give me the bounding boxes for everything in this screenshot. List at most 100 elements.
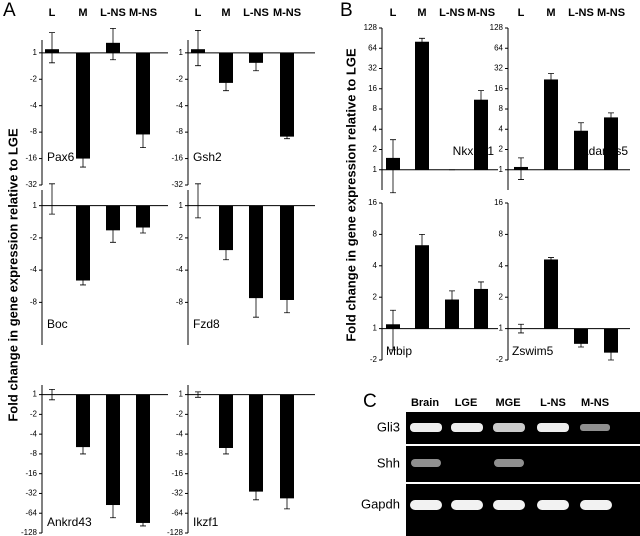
lane-label: LGE (455, 397, 478, 409)
error-bar (449, 290, 455, 308)
error-bar (608, 343, 614, 361)
y-tick-label: 4 (499, 124, 504, 133)
bar (219, 205, 233, 251)
error-bar (253, 280, 259, 318)
error-bar (419, 37, 425, 46)
bar (136, 205, 150, 228)
error-bar (140, 220, 146, 234)
y-tick-label: -8 (30, 449, 38, 458)
y-tick-label: -2 (176, 233, 184, 242)
band (537, 500, 569, 510)
error-bar (140, 120, 146, 148)
y-axis-label: Fold change in gene expression relative … (343, 48, 358, 342)
error-bar (608, 112, 614, 121)
y-tick-label: -4 (176, 429, 184, 438)
y-tick-label: 8 (499, 230, 504, 239)
bar (76, 52, 90, 159)
y-tick-label: 4 (373, 261, 378, 270)
y-tick-label: 8 (373, 230, 378, 239)
bar (106, 205, 120, 231)
gel-divider (406, 482, 640, 484)
bar (219, 394, 233, 448)
error-bar (390, 139, 396, 194)
column-header: L (195, 7, 202, 19)
gene-name: Boc (47, 317, 68, 331)
lane-label: M-NS (581, 397, 609, 409)
y-tick-label: -32 (25, 489, 37, 498)
band (451, 500, 483, 510)
error-bar (195, 183, 201, 219)
column-header: L-NS (568, 7, 594, 19)
column-header: M (221, 7, 230, 19)
column-header: M-NS (467, 7, 495, 19)
gene-name: Nkx-2.1 (453, 144, 495, 158)
column-header: M (78, 7, 87, 19)
gene-name: Gsh2 (193, 150, 222, 164)
gene-name: Fzd8 (193, 317, 220, 331)
y-tick-label: -32 (171, 180, 183, 189)
error-bar (49, 388, 55, 401)
y-tick-label: -4 (176, 101, 184, 110)
y-tick-label: -2 (370, 355, 378, 364)
error-bar (518, 157, 524, 180)
panel-label: C (363, 391, 377, 412)
error-bar (110, 220, 116, 243)
bar (280, 394, 294, 499)
bar (415, 41, 429, 170)
band (537, 423, 569, 432)
bar (136, 394, 150, 523)
gene-name: Pax6 (47, 150, 75, 164)
bar (445, 299, 459, 329)
y-tick-label: 64 (494, 43, 503, 52)
error-bar (80, 276, 86, 286)
y-tick-label: 8 (373, 104, 378, 113)
y-tick-label: -2 (30, 409, 38, 418)
error-bar (140, 520, 146, 527)
error-bar (284, 134, 290, 140)
y-tick-label: 2 (373, 145, 378, 154)
bar (76, 205, 90, 281)
gel-divider (406, 444, 640, 446)
y-tick-label: 128 (364, 23, 378, 32)
y-tick-label: -16 (171, 469, 183, 478)
band (410, 423, 442, 432)
column-header: M-NS (129, 7, 157, 19)
lane-label: MGE (495, 397, 520, 409)
bands-gli3 (410, 423, 610, 432)
bar (219, 52, 233, 83)
column-header: L (518, 7, 525, 19)
y-tick-label: -2 (176, 409, 184, 418)
error-bar (390, 309, 396, 351)
y-tick-label: -32 (25, 180, 37, 189)
y-axis-label: Fold change in gene expression relative … (5, 128, 20, 422)
y-tick-label: 4 (373, 124, 378, 133)
error-bar (80, 150, 86, 168)
bar (474, 288, 488, 329)
column-header: M-NS (273, 7, 301, 19)
column-header: M (417, 7, 426, 19)
column-header: L-NS (243, 7, 269, 19)
y-tick-label: -2 (496, 355, 504, 364)
bar (574, 130, 588, 170)
y-tick-label: 16 (494, 84, 503, 93)
gene-name: Zswim5 (512, 344, 554, 358)
gene-label: Shh (377, 455, 400, 470)
y-tick-label: -8 (30, 297, 38, 306)
band (410, 500, 442, 510)
band (494, 459, 524, 467)
error-bar (518, 323, 524, 334)
gene-label: Gli3 (377, 419, 400, 434)
error-bar (223, 442, 229, 455)
bands-gapdh (410, 500, 612, 510)
y-tick-label: -64 (171, 508, 183, 517)
lane-label: Brain (411, 397, 439, 409)
band (493, 423, 525, 432)
error-bar (195, 30, 201, 67)
bar (415, 245, 429, 329)
y-tick-label: 1 (179, 48, 184, 57)
bar (76, 394, 90, 448)
y-tick-label: 8 (499, 104, 504, 113)
y-tick-label: 1 (373, 165, 378, 174)
bar (280, 52, 294, 137)
y-tick-label: -64 (25, 508, 37, 517)
